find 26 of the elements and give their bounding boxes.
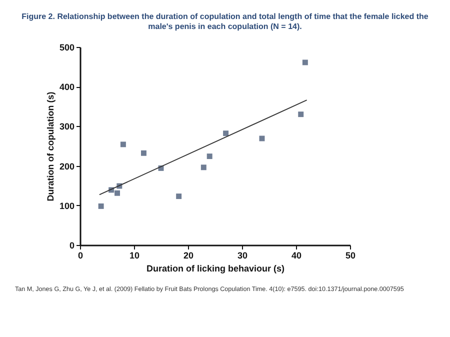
point	[200, 164, 206, 170]
x-axis-title: Duration of licking behaviour (s)	[146, 264, 285, 274]
point	[302, 60, 308, 66]
y-tick-label: 300	[59, 122, 74, 132]
point	[114, 190, 120, 196]
point	[176, 194, 182, 200]
point	[223, 130, 229, 136]
y-tick-label: 200	[59, 161, 74, 172]
y-tick-label: 100	[59, 200, 74, 211]
x-tick-label: 30	[237, 250, 248, 260]
point	[140, 150, 146, 156]
point	[298, 112, 304, 118]
point	[259, 136, 265, 142]
x-tick-label: 40	[291, 250, 302, 260]
x-tick-label: 10	[129, 250, 140, 260]
x-tick-label: 20	[183, 250, 194, 260]
x-tick-label: 0	[78, 250, 84, 260]
chart-title: Figure 2. Relationship between the duration of copulation and total length of time that the female licked the male's penis in each copulation (N = 14).	[20, 12, 430, 33]
y-tick-label: 400	[59, 82, 74, 92]
x-tick-label: 50	[345, 250, 356, 260]
point	[206, 154, 212, 160]
point	[98, 203, 104, 209]
y-axis-title: Duration of copulation (s)	[45, 92, 56, 202]
point	[120, 142, 126, 148]
y-tick-label: 500	[59, 42, 74, 52]
y-tick-label: 0	[69, 240, 74, 250]
